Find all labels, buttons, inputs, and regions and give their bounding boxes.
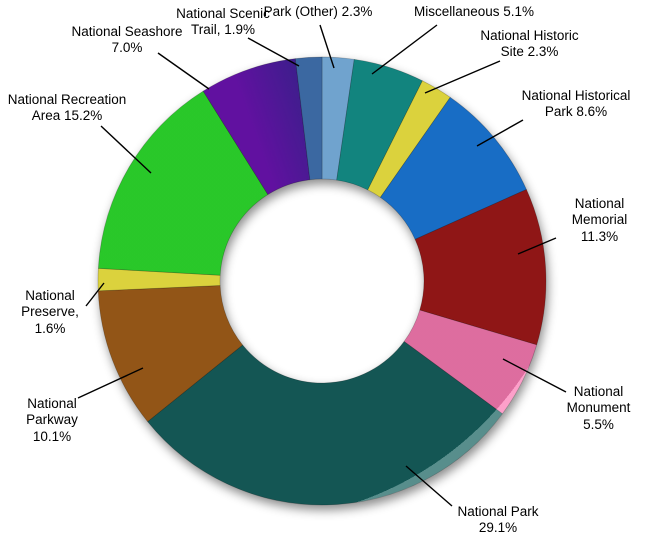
- leader-line-national-preserve: [85, 282, 105, 307]
- leader-line-national-monument: [502, 358, 567, 393]
- slice-group: [97, 56, 547, 506]
- leader-line-national-historic-site: [424, 60, 501, 94]
- leader-line-national-memorial: [517, 237, 557, 255]
- leader-line-group: [77, 24, 567, 507]
- leader-line-national-seashore: [157, 52, 210, 90]
- leader-line-national-recreation-area: [100, 125, 152, 174]
- leader-line-national-scenic-trail: [247, 37, 300, 67]
- leader-line-national-parkway: [77, 367, 144, 399]
- leader-line-national-historical-park: [476, 119, 524, 147]
- leader-line-park-other: [319, 24, 335, 69]
- leader-line-miscellaneous: [371, 24, 438, 75]
- leader-line-national-park: [405, 465, 453, 507]
